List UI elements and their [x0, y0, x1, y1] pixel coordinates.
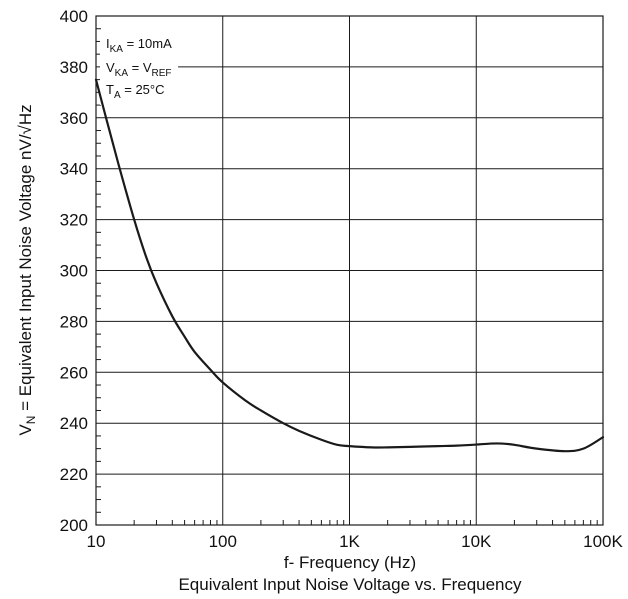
y-tick-labels: 200 220 240 260 280 300 320 340 360 380 400	[60, 7, 88, 535]
conditions-background	[100, 32, 179, 105]
minor-ticks	[96, 28, 598, 525]
y-axis-title: VN = Equivalent Input Noise Voltage nV/√…	[16, 104, 38, 435]
y-tick-label: 320	[60, 211, 88, 230]
y-tick-label: 200	[60, 516, 88, 535]
y-tick-label: 260	[60, 363, 88, 382]
noise-voltage-curve	[94, 78, 605, 453]
y-tick-label: 240	[60, 414, 88, 433]
y-tick-label: 280	[60, 312, 88, 331]
y-tick-label: 380	[60, 58, 88, 77]
y-tick-label: 400	[60, 7, 88, 26]
plot-frame	[95, 15, 604, 526]
y-tick-label: 300	[60, 262, 88, 281]
y-tick-label: 360	[60, 109, 88, 128]
x-axis-title: f- Frequency (Hz)	[284, 553, 416, 572]
x-tick-label: 100	[209, 532, 237, 551]
x-tick-label: 1K	[339, 532, 360, 551]
condition-vka: VKA = VREF	[106, 60, 172, 79]
y-tick-label: 220	[60, 465, 88, 484]
condition-ika: IKA = 10mA	[106, 36, 172, 55]
conditions-box: IKA = 10mA VKA = VREF TA = 25°C	[100, 32, 179, 105]
chart-caption: Equivalent Input Noise Voltage vs. Frequ…	[178, 575, 522, 594]
x-tick-label: 10	[87, 532, 106, 551]
x-tick-label: 10K	[461, 532, 492, 551]
x-tick-labels: 10 100 1K 10K 100K	[87, 532, 624, 551]
y-tick-label: 340	[60, 160, 88, 179]
condition-ta: TA = 25°C	[106, 82, 165, 101]
x-tick-label: 100K	[583, 532, 623, 551]
